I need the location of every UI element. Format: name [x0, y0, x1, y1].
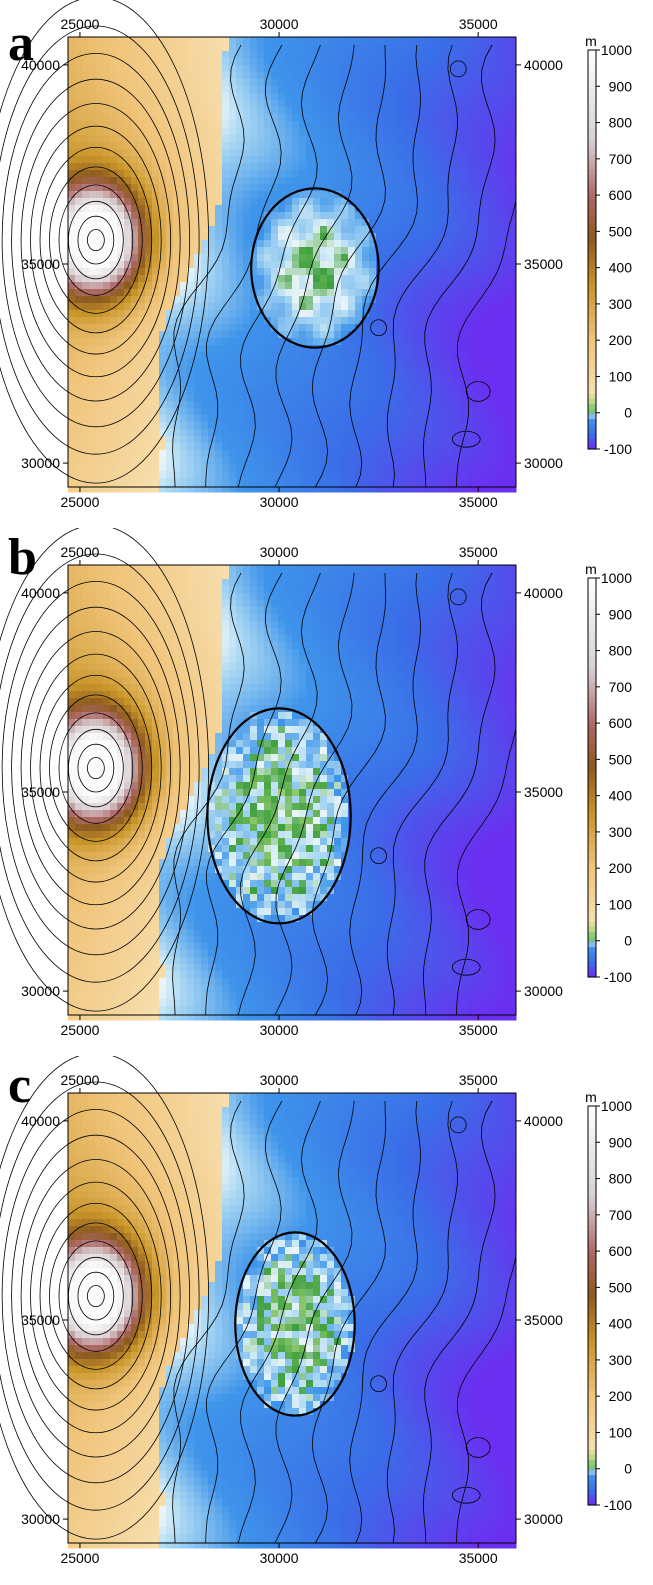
colorbar-tick-label: 700: [609, 151, 633, 167]
panel-c: c 25000 25000 30000 30000 35000 35000 40000 400…: [0, 1056, 653, 1584]
colorbar-tick-label: 500: [609, 1279, 633, 1295]
colorbar-tick-label: 300: [609, 824, 633, 840]
colorbar-tick-label: 900: [609, 1134, 633, 1150]
x-tick-label-bottom: 25000: [60, 494, 99, 510]
y-tick-label-right: 40000: [524, 585, 563, 601]
contour-lines: [0, 1056, 517, 1544]
y-tick-label-right: 35000: [524, 1312, 563, 1328]
colorbar-tick-label: 600: [609, 1243, 633, 1259]
slide-outline: [206, 707, 352, 925]
colorbar-tick-label: 0: [624, 1461, 632, 1477]
colorbar-tick-label: 800: [609, 115, 633, 131]
x-tick-label-bottom: 35000: [459, 494, 498, 510]
colorbar-tick-label: 400: [609, 788, 633, 804]
colorbar-tick-label: 200: [609, 860, 633, 876]
x-tick-label-top: 30000: [260, 1072, 299, 1088]
y-tick-label-right: 30000: [524, 455, 563, 471]
y-tick-label-left: 40000: [21, 57, 60, 73]
y-tick-label-left: 30000: [21, 983, 60, 999]
map-panel-b: 25000 25000 30000 30000 35000 35000 40000 40000…: [0, 528, 632, 1038]
colorbar-tick-label: 600: [609, 187, 633, 203]
colorbar-tick-label: 1000: [601, 42, 632, 58]
colorbar-tick-label: 0: [624, 933, 632, 949]
map-panel-a: 25000 25000 30000 30000 35000 35000 40000 40000…: [0, 0, 632, 510]
x-tick-label-top: 35000: [459, 16, 498, 32]
x-tick-label-top: 30000: [260, 16, 299, 32]
panel-letter: b: [8, 529, 37, 586]
colorbar-tick-label: 200: [609, 1388, 633, 1404]
x-tick-label-bottom: 25000: [60, 1022, 99, 1038]
y-tick-label-right: 30000: [524, 983, 563, 999]
y-tick-label-right: 35000: [524, 784, 563, 800]
colorbar-tick-label: 600: [609, 715, 633, 731]
x-tick-label-bottom: 35000: [459, 1022, 498, 1038]
slide-outline: [234, 1231, 356, 1417]
y-tick-label-left: 30000: [21, 455, 60, 471]
y-tick-label-left: 30000: [21, 1511, 60, 1527]
slide-outline: [250, 187, 380, 349]
colorbar-tick-label: 900: [609, 606, 633, 622]
colorbar-tick-label: 300: [609, 1352, 633, 1368]
colorbar-tick-label: 0: [624, 405, 632, 421]
map-panel-c: 25000 25000 30000 30000 35000 35000 40000 40000…: [0, 1056, 632, 1566]
colorbar-tick-label: 1000: [601, 570, 632, 586]
y-tick-label-right: 40000: [524, 1113, 563, 1129]
colorbar-tick-label: 700: [609, 1207, 633, 1223]
x-tick-label-top: 35000: [459, 1072, 498, 1088]
panel-letter: c: [8, 1057, 32, 1114]
x-tick-label-top: 25000: [60, 16, 99, 32]
colorbar-tick-label: 800: [609, 1171, 633, 1187]
y-tick-label-left: 35000: [21, 256, 60, 272]
terrain-raster: [68, 1093, 517, 1549]
plot-frame: [67, 564, 517, 1016]
colorbar-tick-label: 500: [609, 751, 633, 767]
x-tick-label-bottom: 30000: [260, 1550, 299, 1566]
colorbar-tick-label: -100: [604, 1497, 632, 1513]
colorbar-tick-label: 100: [609, 1424, 633, 1440]
colorbar-tick-label: -100: [604, 969, 632, 985]
y-tick-label-right: 35000: [524, 256, 563, 272]
terrain-raster: [68, 565, 517, 1021]
colorbar-tick-label: 400: [609, 1316, 633, 1332]
x-tick-label-top: 25000: [60, 544, 99, 560]
colorbar-tick-label: 900: [609, 78, 633, 94]
colorbar-tick-label: 300: [609, 296, 633, 312]
x-tick-label-bottom: 35000: [459, 1550, 498, 1566]
plot-frame: [67, 36, 517, 488]
x-tick-label-bottom: 25000: [60, 1550, 99, 1566]
panel-a: a 25000 25000 30000 30000 35000 35000 40000 400…: [0, 0, 653, 528]
colorbar-tick-label: 100: [609, 368, 633, 384]
y-tick-label-right: 40000: [524, 57, 563, 73]
panel-b: b 25000 25000 30000 30000 35000 35000 40000 400…: [0, 528, 653, 1056]
plot-frame: [67, 1092, 517, 1544]
y-tick-label-left: 40000: [21, 1113, 60, 1129]
x-tick-label-bottom: 30000: [260, 494, 299, 510]
colorbar-tick-label: 100: [609, 896, 633, 912]
colorbar-tick-label: 500: [609, 223, 633, 239]
terrain-raster: [68, 37, 517, 493]
x-tick-label-top: 25000: [60, 1072, 99, 1088]
colorbar-unit: m: [585, 561, 597, 577]
colorbar-tick-label: 700: [609, 679, 633, 695]
contour-lines: [0, 528, 517, 1016]
x-tick-label-top: 35000: [459, 544, 498, 560]
y-tick-label-left: 35000: [21, 1312, 60, 1328]
colorbar-unit: m: [585, 1089, 597, 1105]
colorbar-tick-label: -100: [604, 441, 632, 457]
colorbar-tick-label: 800: [609, 643, 633, 659]
x-tick-label-bottom: 30000: [260, 1022, 299, 1038]
colorbar-unit: m: [585, 33, 597, 49]
contour-lines: [0, 0, 517, 488]
y-tick-label-left: 40000: [21, 585, 60, 601]
y-tick-label-right: 30000: [524, 1511, 563, 1527]
y-tick-label-left: 35000: [21, 784, 60, 800]
colorbar-tick-label: 400: [609, 260, 633, 276]
colorbar-tick-label: 200: [609, 332, 633, 348]
colorbar-tick-label: 1000: [601, 1098, 632, 1114]
x-tick-label-top: 30000: [260, 544, 299, 560]
